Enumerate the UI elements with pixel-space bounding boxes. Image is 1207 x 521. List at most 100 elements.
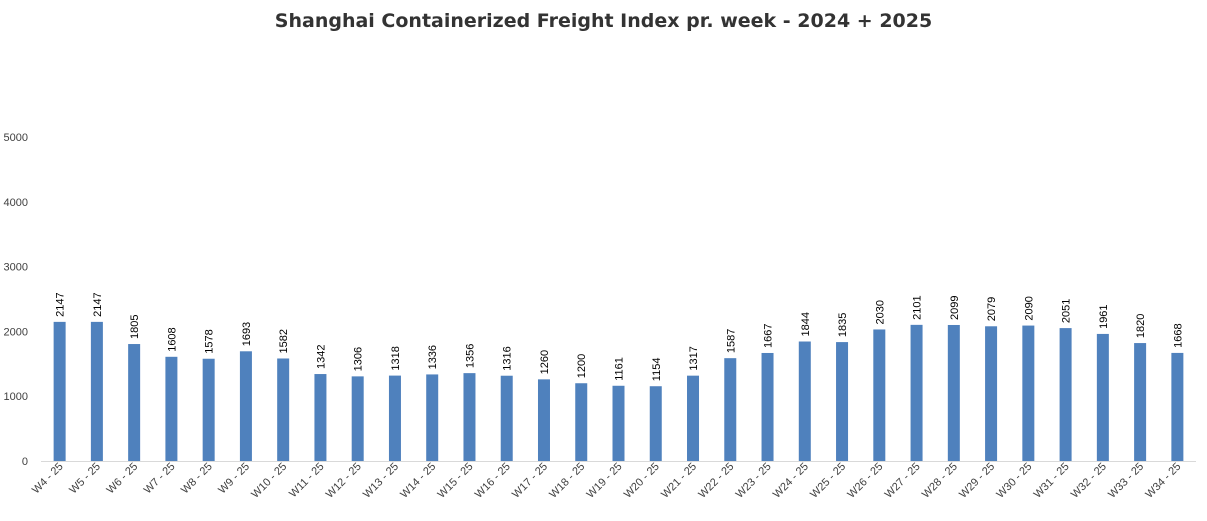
data-label: 2090: [1023, 296, 1035, 320]
data-label: 1260: [539, 350, 551, 374]
bar: [239, 351, 252, 461]
bar: [90, 321, 103, 461]
bar: [575, 383, 588, 461]
x-tick-label: W25 - 25: [808, 461, 848, 501]
x-tick-label: W20 - 25: [622, 461, 662, 501]
y-tick-label: 2000: [4, 326, 28, 338]
data-label: 1835: [837, 313, 849, 337]
y-tick-label: 5000: [4, 132, 28, 144]
data-label: 1578: [204, 329, 216, 353]
x-tick-label: W21 - 25: [659, 461, 699, 501]
bar: [687, 375, 700, 461]
data-label: 1336: [427, 345, 439, 369]
x-tick-label: W23 - 25: [734, 461, 774, 501]
data-label: 1200: [576, 354, 588, 378]
bar: [426, 374, 439, 461]
bar: [351, 376, 364, 461]
x-tick-label: W8 - 25: [179, 461, 215, 497]
bar: [277, 358, 290, 461]
data-label: 1844: [800, 312, 812, 336]
chart-title: Shanghai Containerized Freight Index pr.…: [274, 10, 933, 32]
bar: [1022, 325, 1035, 461]
bar: [165, 356, 178, 461]
bar: [612, 385, 625, 461]
data-label: 1318: [390, 346, 402, 370]
bar: [1059, 328, 1072, 461]
x-tick-label: W27 - 25: [883, 461, 923, 501]
x-axis: W4 - 25 W5 - 25 W6 - 25 W7 - 25 W8 - 25 W9 - …: [30, 461, 1183, 501]
data-label: 2079: [986, 297, 998, 321]
bar: [500, 375, 513, 461]
data-label: 1154: [651, 358, 663, 382]
y-tick-label: 1000: [4, 391, 28, 403]
data-label: 1667: [763, 323, 775, 347]
x-tick-label: W16 - 25: [473, 461, 513, 501]
x-tick-label: W14 - 25: [398, 461, 438, 501]
bar: [1134, 343, 1147, 461]
x-tick-label: W12 - 25: [324, 461, 364, 501]
x-tick-label: W17 - 25: [510, 461, 550, 501]
data-label: 1316: [502, 346, 514, 370]
bar: [724, 358, 737, 461]
y-tick-label: 0: [22, 456, 28, 468]
x-tick-label: W19 - 25: [585, 461, 625, 501]
x-tick-label: W26 - 25: [845, 461, 885, 501]
x-tick-label: W9 - 25: [216, 461, 252, 497]
bar: [314, 374, 327, 461]
data-label: 1961: [1098, 304, 1110, 328]
bar: [910, 324, 923, 461]
x-tick-label: W11 - 25: [287, 461, 326, 500]
data-label: 1693: [241, 322, 253, 346]
x-tick-label: W5 - 25: [67, 461, 103, 497]
bar-series: [53, 321, 1184, 461]
x-tick-label: W32 - 25: [1069, 461, 1109, 501]
x-tick-label: W22 - 25: [696, 461, 736, 501]
bar: [1171, 352, 1184, 461]
data-label: 1306: [353, 347, 365, 371]
x-tick-label: W7 - 25: [142, 461, 178, 497]
x-tick-label: W24 - 25: [771, 461, 811, 501]
x-tick-label: W31 - 25: [1032, 461, 1072, 501]
x-tick-label: W33 - 25: [1106, 461, 1146, 501]
data-label: 1820: [1135, 314, 1147, 338]
data-label: 2101: [912, 295, 924, 319]
x-tick-label: W29 - 25: [957, 461, 997, 501]
bar: [1096, 333, 1109, 461]
y-tick-label: 4000: [4, 197, 28, 209]
bar: [202, 358, 215, 461]
x-tick-label: W28 - 25: [920, 461, 960, 501]
bar: [53, 321, 66, 461]
y-tick-label: 3000: [4, 262, 28, 274]
y-axis: 0 1000 2000 3000 4000 5000: [4, 132, 28, 468]
data-label: 1587: [725, 329, 737, 353]
bar: [128, 344, 141, 461]
data-label: 1608: [166, 327, 178, 351]
bar: [947, 324, 960, 461]
x-tick-label: W13 - 25: [361, 461, 401, 501]
x-tick-label: W4 - 25: [30, 461, 66, 497]
bar: [873, 329, 886, 461]
bar: [537, 379, 550, 461]
data-label: 1582: [278, 329, 290, 353]
bar: [649, 386, 662, 461]
data-label: 2147: [92, 292, 104, 316]
x-tick-label: W30 - 25: [994, 461, 1034, 501]
bar: [985, 326, 998, 461]
data-label: 2030: [874, 300, 886, 324]
x-tick-label: W34 - 25: [1143, 461, 1183, 501]
bar: [463, 373, 476, 461]
data-label: 1668: [1172, 323, 1184, 347]
data-label: 2147: [55, 292, 67, 316]
data-label: 1805: [129, 315, 141, 339]
bar: [798, 341, 811, 461]
bar: [836, 342, 849, 461]
x-tick-label: W15 - 25: [436, 461, 476, 501]
x-tick-label: W18 - 25: [547, 461, 587, 501]
data-label: 1317: [688, 346, 700, 370]
data-label: 1161: [614, 357, 626, 381]
data-label: 2051: [1061, 299, 1073, 323]
bar: [761, 352, 774, 461]
data-labels: 2147 2147 1805 1608 1578 1693 1582 1342 1306 1318…: [55, 292, 1185, 381]
data-label: 2099: [949, 296, 961, 320]
